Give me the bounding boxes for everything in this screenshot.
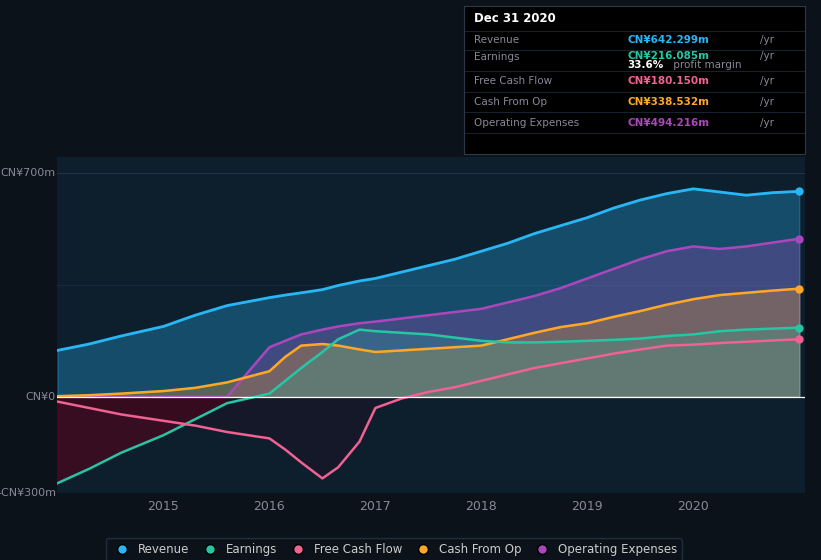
Legend: Revenue, Earnings, Free Cash Flow, Cash From Op, Operating Expenses: Revenue, Earnings, Free Cash Flow, Cash …: [106, 538, 681, 560]
Text: /yr: /yr: [760, 35, 774, 45]
Text: Dec 31 2020: Dec 31 2020: [474, 12, 556, 25]
Text: 33.6%: 33.6%: [627, 60, 663, 70]
Text: Cash From Op: Cash From Op: [474, 97, 547, 107]
Text: CN¥642.299m: CN¥642.299m: [627, 35, 709, 45]
Text: /yr: /yr: [760, 118, 774, 128]
Text: CN¥700m: CN¥700m: [1, 168, 56, 178]
Text: CN¥180.150m: CN¥180.150m: [627, 76, 709, 86]
Text: /yr: /yr: [760, 97, 774, 107]
Text: CN¥216.085m: CN¥216.085m: [627, 51, 709, 61]
Text: Earnings: Earnings: [474, 52, 520, 62]
Text: CN¥338.532m: CN¥338.532m: [627, 97, 709, 107]
Text: CN¥494.216m: CN¥494.216m: [627, 118, 709, 128]
Text: Free Cash Flow: Free Cash Flow: [474, 76, 553, 86]
Text: /yr: /yr: [760, 51, 774, 61]
Text: profit margin: profit margin: [670, 60, 741, 70]
Text: Operating Expenses: Operating Expenses: [474, 118, 580, 128]
Text: CN¥0: CN¥0: [25, 392, 56, 402]
Text: -CN¥300m: -CN¥300m: [0, 488, 56, 498]
Text: /yr: /yr: [760, 76, 774, 86]
Text: Revenue: Revenue: [474, 35, 519, 45]
